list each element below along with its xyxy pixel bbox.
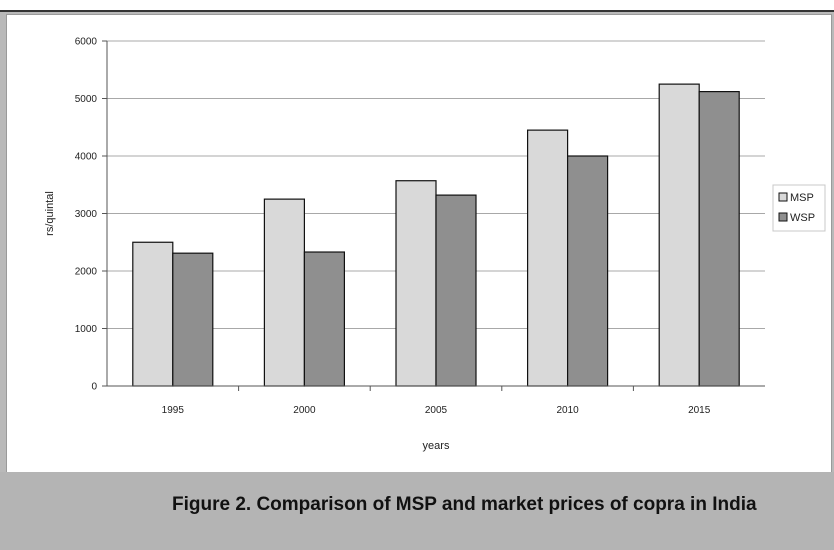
bar-msp-2015 xyxy=(658,83,700,387)
bar-msp-2000 xyxy=(263,198,305,387)
x-tick-label: 2015 xyxy=(688,405,711,416)
y-tick-label: 0 xyxy=(91,382,97,393)
bar-wsp-2000 xyxy=(303,251,345,387)
figure-caption: Figure 2. Comparison of MSP and market p… xyxy=(172,494,757,515)
y-axis-title: rs/quintal xyxy=(44,191,56,236)
legend: MSP WSP xyxy=(772,184,826,232)
bar-wsp-1995 xyxy=(172,252,214,387)
bar-wsp-2010 xyxy=(566,155,609,387)
x-tick-label: 1995 xyxy=(162,405,185,416)
y-tick-label: 6000 xyxy=(75,37,98,48)
y-tick-label: 3000 xyxy=(75,209,98,220)
axes: 0 1000 2000 3000 4000 5000 6000 1995 2000 2005 201… xyxy=(75,37,765,416)
top-border xyxy=(0,0,834,12)
y-tick-label: 2000 xyxy=(75,267,98,278)
legend-label-msp: MSP xyxy=(790,192,814,204)
caption-bar: Figure 2. Comparison of MSP and market p… xyxy=(0,472,834,550)
x-tick-label: 2010 xyxy=(556,405,579,416)
chart-area: 0 1000 2000 3000 4000 5000 6000 1995 2000 2005 201… xyxy=(6,14,832,474)
bar-msp-2010 xyxy=(526,129,569,387)
bar-wsp-2005 xyxy=(435,194,477,387)
bars xyxy=(132,83,740,387)
y-tick-label: 5000 xyxy=(75,94,98,105)
legend-label-wsp: WSP xyxy=(790,212,815,224)
x-axis-title: years xyxy=(423,440,450,452)
bar-msp-2005 xyxy=(395,180,437,387)
chart: 0 1000 2000 3000 4000 5000 6000 1995 2000 2005 201… xyxy=(44,37,826,452)
x-tick-label: 2005 xyxy=(425,405,448,416)
bar-wsp-2015 xyxy=(698,90,740,387)
x-tick-label: 2000 xyxy=(293,405,316,416)
legend-swatch-wsp xyxy=(778,212,788,222)
legend-swatch-msp xyxy=(778,192,788,202)
y-tick-label: 4000 xyxy=(75,152,98,163)
y-tick-label: 1000 xyxy=(75,324,98,335)
bar-msp-1995 xyxy=(132,241,174,387)
